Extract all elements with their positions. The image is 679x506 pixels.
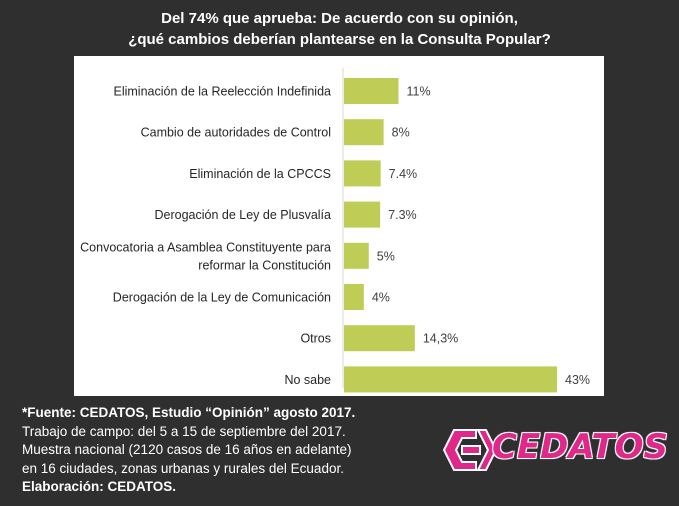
footer-credit: Elaboración: CEDATOS. — [22, 479, 177, 494]
bar — [344, 284, 364, 310]
data-label: 8% — [392, 126, 410, 140]
bar — [344, 201, 381, 228]
data-label: 11% — [406, 85, 430, 99]
data-label: 7.3% — [388, 208, 417, 222]
chart-panel: 11% Eliminación de la Reelección Indefini… — [74, 56, 604, 396]
bar — [344, 160, 381, 187]
chart-title-line-1: Del 74% que aprueba: De acuerdo con su o… — [161, 10, 518, 27]
data-label: 5% — [377, 249, 395, 263]
footer-sample-line-2: en 16 ciudades, zonas urbanas y rurales … — [22, 460, 344, 476]
bar — [344, 325, 415, 352]
category-tick-label: Derogación de la Ley de Comunicación — [113, 291, 331, 305]
category-tick-label: Derogación de Ley de Plusvalía — [154, 208, 331, 222]
data-label: 7.4% — [389, 167, 418, 181]
category-tick-label: No sabe — [284, 373, 331, 387]
bar — [344, 366, 557, 393]
logo-text: CEDATOS — [492, 427, 669, 467]
cedatos-logo: CEDATOS — [440, 426, 668, 474]
bar-chart: 11% Eliminación de la Reelección Indefini… — [80, 68, 590, 393]
category-tick-label: Cambio de autoridades de Control — [141, 126, 331, 140]
footer-source: *Fuente: CEDATOS, Estudio “Opinión” agos… — [22, 405, 356, 420]
category-tick-label: Eliminación de la Reelección Indefinida — [114, 85, 332, 99]
footer-notes: *Fuente: CEDATOS, Estudio “Opinión” agos… — [22, 404, 355, 497]
category-tick-label: Otros — [300, 332, 331, 346]
footer-sample-line-1: Muestra nacional (2120 casos de 16 años … — [22, 442, 352, 457]
chart-title: Del 74% que aprueba: De acuerdo con su o… — [0, 8, 679, 50]
data-label: 43% — [565, 373, 590, 387]
data-label: 4% — [372, 291, 390, 305]
category-tick-label: Convocatoria a Asamblea Constituyente pa… — [80, 240, 331, 254]
data-label: 14,3% — [423, 332, 458, 346]
category-tick-label: Eliminación de la CPCCS — [189, 167, 331, 181]
chart-title-line-2: ¿qué cambios deberían plantearse en la C… — [128, 31, 551, 48]
bar — [344, 119, 384, 146]
category-tick-label: reformar la Constitución — [198, 258, 331, 272]
bar — [344, 78, 399, 104]
logo-emblem-icon — [442, 429, 498, 471]
footer-fieldwork: Trabajo de campo: del 5 a 15 de septiemb… — [22, 423, 346, 439]
bar — [344, 242, 369, 269]
